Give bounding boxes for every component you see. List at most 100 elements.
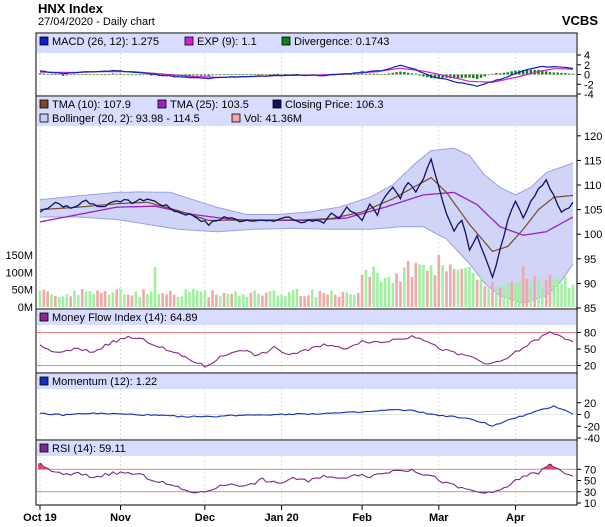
momentum-legend-label: Momentum (12): 1.22 [52,376,157,388]
macd-divergence-bar [349,74,352,76]
macd-divergence-bar [284,74,287,75]
volume-bar [387,276,391,307]
macd-divergence-bar [487,74,490,76]
price-tick-label: 120 [584,131,602,143]
macd-legend-label: MACD (26, 12): 1.275 [52,36,159,48]
macd-divergence-bar [96,74,99,75]
macd-divergence-bar [479,74,483,78]
price-legend-swatch [157,99,167,109]
volume-bar [199,291,203,307]
macd-divergence-bar [57,74,61,76]
volume-bar [571,284,575,307]
macd-divergence-bar [548,72,552,75]
macd-divergence-bar [452,74,456,79]
volume-tick-label: 0M [18,302,33,314]
macd-divergence-bar [188,74,191,76]
macd-divergence-bar [253,74,256,75]
volume-bar [333,294,337,307]
macd-divergence-bar [146,74,149,76]
macd-divergence-bar [360,73,364,75]
volume-bar [383,277,387,307]
macd-divergence-bar [261,74,264,75]
volume-bar [337,296,341,307]
rsi-tick-label: 10 [584,498,596,510]
volume-bar [80,289,84,307]
macd-divergence-bar [115,73,118,75]
rsi-line [39,462,574,494]
volume-bar [69,296,72,307]
volume-bar [479,277,483,307]
volume-bar [249,292,253,307]
volume-bar [303,296,306,307]
mfi-legend-bg [37,310,576,325]
macd-divergence-bar [196,74,199,76]
tma10-line [39,176,574,253]
macd-divergence-bar [226,74,230,75]
macd-divergence-bar [119,73,122,75]
macd-divergence-bar [150,74,153,76]
volume-bar [234,291,237,307]
volume-bar [498,287,502,307]
macd-divergence-bar [525,69,529,75]
macd-divergence-bar [571,73,575,75]
rsi-overbought-fill [544,466,549,470]
price-legend-label: Closing Price: 106.3 [285,99,383,111]
macd-legend-swatch [184,36,194,46]
bollinger-upper-line [39,147,574,215]
x-tick-label: Dec [195,512,215,524]
volume-bar [548,274,552,307]
volume-bar [525,278,529,307]
price-tick-label: 110 [584,180,602,192]
price-tick-label: 95 [584,254,596,266]
volume-bar [326,294,329,307]
bollinger-band [40,148,573,304]
volume-bar [253,290,257,307]
volume-bar [567,287,571,307]
macd-divergence-bar [560,72,563,75]
macd-divergence-bar [184,74,187,76]
volume-bar [376,272,379,307]
volume-bar [433,275,437,307]
macd-divergence-bar [242,74,245,75]
volume-bar [73,290,76,307]
macd-divergence-bar [368,73,371,75]
rsi-overbought-fill [41,466,46,470]
volume-bar [169,290,172,307]
macd-divergence-bar [100,74,103,75]
macd-divergence-bar [38,73,42,75]
macd-divergence-bar [498,73,502,75]
volume-bar [287,291,291,307]
volume-bar [330,290,333,307]
volume-bar [452,269,456,307]
volume-bar [195,290,199,307]
macd-tick-label: 4 [584,50,590,62]
volume-bar [514,283,517,307]
volume-bar [142,289,145,307]
volume-bar [172,294,176,307]
volume-bar [379,281,383,307]
rsi-tick-label: 50 [584,476,596,488]
volume-bar [284,296,287,307]
volume-bar [360,274,364,307]
volume-bar [560,283,563,307]
volume-bar [92,293,95,307]
volume-bar [38,290,42,307]
volume-bar [207,297,211,307]
macd-divergence-bar [88,74,92,76]
macd-divergence-bar [268,74,272,75]
volume-bar [123,294,126,307]
volume-bar [518,282,521,307]
volume-bar [222,292,226,307]
price-legend-label: Bollinger (20, 2): 93.98 - 114.5 [52,113,200,125]
volume-bar [491,282,494,307]
macd-divergence-bar [506,72,510,75]
volume-bar [368,276,372,307]
rsi-legend-label: RSI (14): 59.11 [52,443,126,455]
macd-divergence-bar [54,74,57,76]
volume-bar [215,294,218,307]
macd-divergence-bar [556,72,559,75]
volume-bar [245,296,249,307]
macd-divergence-bar [211,74,214,76]
price-legend-label: TMA (25): 103.5 [170,99,249,111]
macd-divergence-bar [410,73,414,75]
